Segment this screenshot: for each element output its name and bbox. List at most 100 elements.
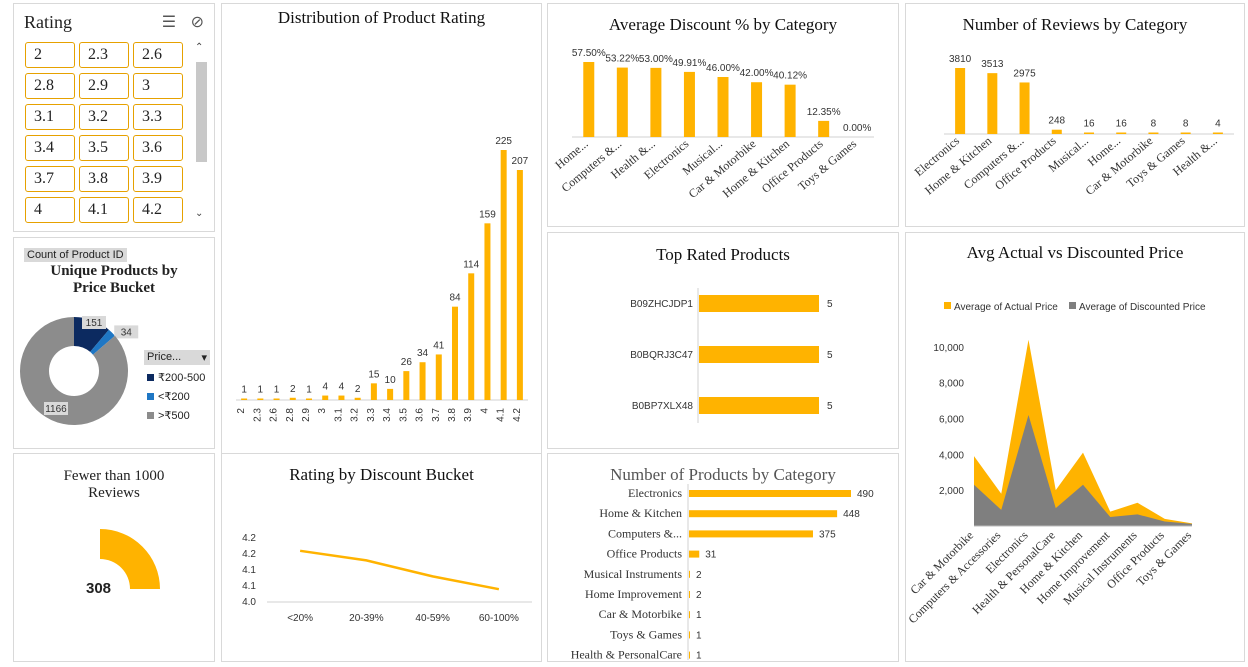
slicer-item[interactable]: 2 [25,42,75,68]
data-label: 2975 [1013,68,1036,79]
tick-label: 4.2 [512,408,523,422]
data-label: 207 [512,156,529,167]
bar [241,398,248,400]
chart-title: Number of Products by Category [610,465,836,484]
bar [689,570,690,578]
scroll-up-icon[interactable]: ⌃ [195,42,204,53]
x-tick-label: 40-59% [415,613,450,624]
slicer-item[interactable]: 3.5 [79,135,129,161]
bar [650,67,662,137]
bar [257,398,264,400]
slicer-item[interactable]: 2.9 [79,73,129,99]
donut-chart: 151 34 1166 [20,316,139,425]
bar [683,71,695,137]
y-tick-label: 4.2 [242,549,256,560]
field-button[interactable]: Count of Product ID [24,248,127,262]
slicer-scrollbar[interactable]: ⌃ ⌄ [194,42,208,222]
bar [403,371,410,400]
tick-label: Office Products [607,547,683,561]
data-label: 1 [306,385,312,396]
x-tick-label: 60-100% [479,613,519,624]
data-label: 248 [1048,116,1065,127]
data-label: 1 [241,385,247,396]
scroll-down-icon[interactable]: ⌄ [195,208,204,219]
slicer-item[interactable]: 4.1 [79,197,129,223]
avg-discount-chart: 57.50%Home...53.22%Computers &...53.00%H… [552,48,874,201]
data-label: 8 [1183,119,1189,130]
legend-item[interactable]: ₹200-500 [147,371,205,384]
legend-filter-button[interactable]: Price... ▾ [144,350,210,365]
data-label: 26 [401,357,413,368]
bar [699,397,819,414]
y-tick-label: 4.1 [242,565,256,576]
slicer-item[interactable]: 3.9 [133,166,183,192]
slicer-item[interactable]: 3.4 [25,135,75,161]
slicer-item[interactable]: 3.8 [79,166,129,192]
tick-label: 3.4 [382,408,393,422]
slicer-item[interactable]: 4 [25,197,75,223]
chart-title: Number of Reviews by Category [962,15,1188,34]
tick-label: 3.1 [333,408,344,422]
slicer-item[interactable]: 2.6 [133,42,183,68]
slicer-item[interactable]: 3.3 [133,104,183,130]
bar [689,490,851,497]
bar [500,150,507,400]
rating-slicer: Rating ☰ ⊘ 2 2.3 2.6 2.8 2.9 3 3.1 3.2 3.3 3.4 3.5… [13,3,215,232]
legend-label: >₹500 [158,410,190,422]
bar [273,398,280,400]
donut-slice [90,329,115,355]
data-label: 2 [355,384,361,395]
bar [435,354,442,400]
data-label: 57.50% [572,48,606,59]
bar [616,67,628,137]
data-label-bg [44,402,68,415]
tick-label: Home Improvement [585,587,683,601]
tick-label: Toys & Games [795,136,859,193]
data-label: 10 [385,375,397,386]
bar [1084,132,1094,134]
slicer-title: Rating [24,12,72,32]
data-label: 151 [86,318,103,329]
legend-item[interactable]: <₹200 [147,390,190,403]
tick-label: Health & PersonalCare [571,648,682,662]
data-label: 16 [1083,119,1095,130]
bar [516,170,523,400]
multi-select-icon[interactable]: ☰ [161,14,177,31]
series-line [299,549,500,591]
legend-label: Average of Discounted Price [1079,302,1206,313]
bar [955,68,966,134]
legend-swatch [1069,302,1076,309]
data-label: 2 [696,570,702,581]
bar [387,388,394,400]
avg-price-panel: Avg Actual vs Discounted Price 2,000 4,00… [905,232,1245,662]
y-tick-label: 4.2 [242,533,256,544]
bar [1212,132,1223,134]
data-label: 1 [696,651,702,662]
slicer-item[interactable]: 2.8 [25,73,75,99]
scroll-thumb[interactable] [196,62,207,162]
legend-swatch [147,412,154,419]
tick-label: 3 [317,408,328,414]
clear-filter-icon[interactable]: ⊘ [190,14,204,31]
slicer-item[interactable]: 3 [133,73,183,99]
tick-label: B0BP7XLX48 [632,401,694,412]
legend-label: ₹200-500 [158,372,206,384]
chart-title: Distribution of Product Rating [277,8,486,27]
y-tick-label: 2,000 [939,486,964,497]
legend-swatch [944,302,951,309]
chart-title: Rating by Discount Bucket [289,465,474,484]
slicer-item[interactable]: 2.3 [79,42,129,68]
slicer-item[interactable]: 3.6 [133,135,183,161]
y-tick-label: 10,000 [933,343,964,354]
tick-label: 3.5 [398,408,409,422]
data-label: 53.00% [639,54,673,65]
slicer-item[interactable]: 4.2 [133,197,183,223]
legend-item[interactable]: >₹500 [147,409,190,422]
data-label-bg [114,325,139,339]
slicer-item[interactable]: 3.1 [25,104,75,130]
slicer-item[interactable]: 3.2 [79,104,129,130]
slicer-item[interactable]: 3.7 [25,166,75,192]
bar [818,120,830,137]
